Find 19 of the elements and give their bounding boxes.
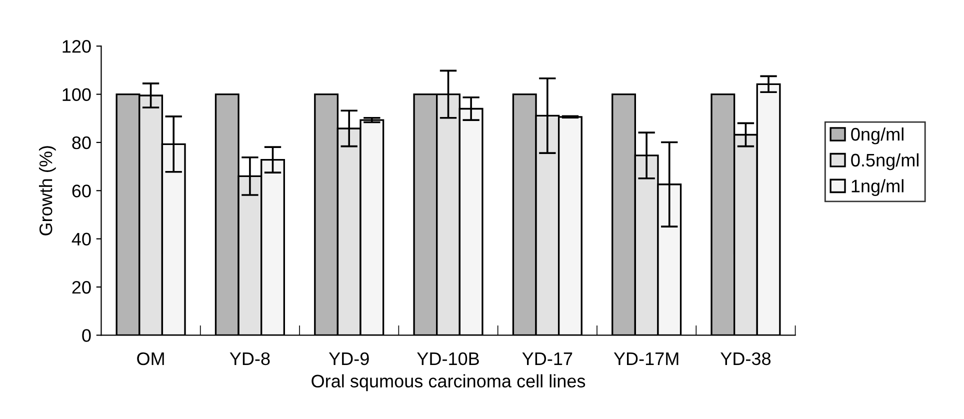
x-tick-label: YD-9 <box>328 352 369 366</box>
legend-label: 1ng/ml <box>852 179 904 196</box>
x-axis-title: Oral squmous carcinoma cell lines <box>312 374 586 392</box>
x-tick-label: OM <box>137 352 164 366</box>
y-axis-title: Growth (%) <box>38 146 56 236</box>
x-tick-label: YD-10B <box>417 352 479 366</box>
legend-label: 0ng/ml <box>851 127 904 144</box>
y-tick-label: 60 <box>72 184 91 198</box>
x-tick-label: YD-17 <box>522 352 572 365</box>
y-tick-label: 100 <box>62 88 91 101</box>
y-tick-label: 20 <box>72 280 91 294</box>
y-tick-label: 0 <box>82 329 91 342</box>
x-tick-label: YD-38 <box>720 352 771 366</box>
x-tick-label: YD-8 <box>230 352 270 366</box>
y-tick-label: 80 <box>72 136 91 150</box>
y-tick-label: 120 <box>62 40 91 53</box>
y-tick-label: 40 <box>72 232 91 246</box>
x-tick-label: YD-17M <box>614 352 678 365</box>
legend-label: 0.5ng/ml <box>851 153 918 170</box>
